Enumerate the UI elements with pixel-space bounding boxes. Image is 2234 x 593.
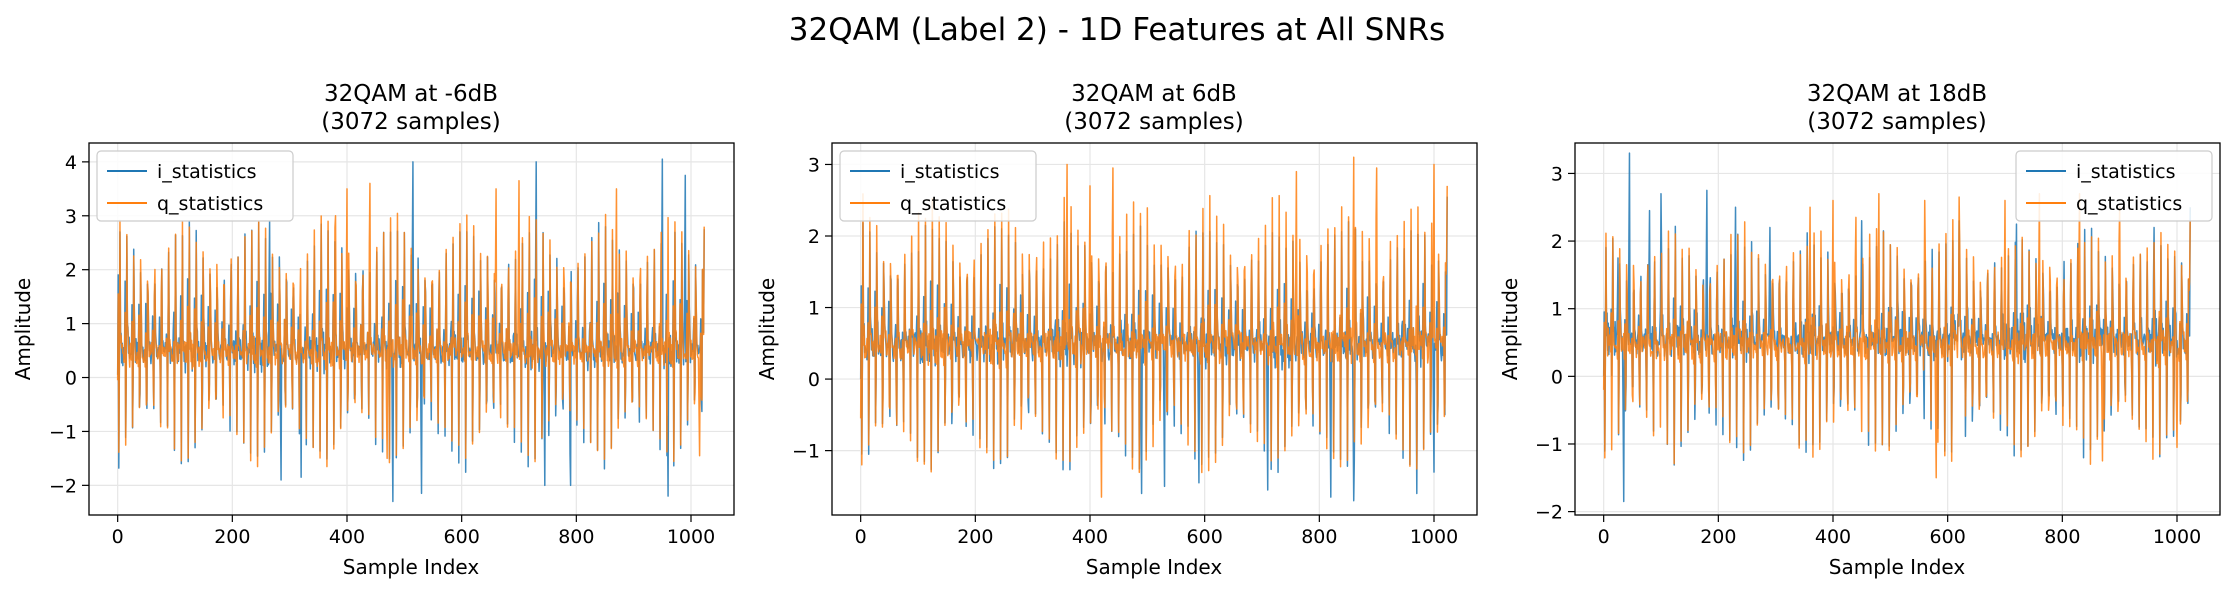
subplot-1-series-q-statistics-line — [116, 179, 705, 468]
subplot-2-xtick-label: 400 — [1072, 526, 1108, 548]
subplot-3-axes-frame — [1574, 142, 2221, 516]
subplot-2-ytick-label: 2 — [808, 226, 820, 248]
subplot-3-title-line1: 32QAM at 18dB — [1807, 81, 1987, 107]
subplot-3-xtick-label: 1000 — [2153, 526, 2201, 548]
subplot-1-legend-label-i-statistics: i_statistics — [157, 161, 256, 183]
subplot-3-ytick-label: 1 — [1551, 299, 1563, 321]
subplot-3-ytick-label: 2 — [1551, 231, 1563, 253]
subplot-3-ytick-label: 3 — [1551, 163, 1563, 185]
figure-suptitle: 32QAM (Label 2) - 1D Features at All SNR… — [789, 12, 1445, 48]
subplot-3-xtick-label: 0 — [1598, 526, 1610, 548]
subplot-3-title-line2: (3072 samples) — [1807, 109, 1986, 135]
subplot-3-series-q-statistics-line — [1602, 192, 2191, 479]
subplot-2-xtick-label: 200 — [957, 526, 993, 548]
subplot-2-xtick-label: 1000 — [1410, 526, 1458, 548]
subplot-1-xlabel: Sample Index — [343, 555, 480, 579]
subplot-2: 32QAM at 6dB (3072 samples) Sample Index… — [755, 81, 1478, 579]
subplot-3-ytick-label: −2 — [1535, 502, 1563, 524]
subplot-1-ytick-label: 2 — [65, 260, 77, 282]
subplot-2-xtick-label: 800 — [1301, 526, 1337, 548]
subplot-2-ytick-label: −1 — [792, 441, 820, 463]
subplot-1-xtick-label: 400 — [329, 526, 365, 548]
subplot-3-xtick-label: 400 — [1815, 526, 1851, 548]
subplot-1-xtick-label: 600 — [444, 526, 480, 548]
subplot-2-ytick-label: 1 — [808, 298, 820, 320]
subplot-1-title-line1: 32QAM at -6dB — [324, 81, 498, 107]
subplot-2-xtick-label: 0 — [855, 526, 867, 548]
subplot-2-legend: i_statistics q_statistics — [839, 150, 1037, 222]
subplot-1-ytick-label: 3 — [65, 206, 77, 228]
subplot-2-legend-label-i-statistics: i_statistics — [900, 161, 999, 183]
subplot-1-xtick-label: 800 — [558, 526, 594, 548]
subplot-2-xlabel: Sample Index — [1086, 555, 1223, 579]
subplot-3-xtick-label: 600 — [1930, 526, 1966, 548]
subplot-1-xtick-label: 0 — [112, 526, 124, 548]
subplot-1-title-line2: (3072 samples) — [321, 109, 500, 135]
subplot-2-axes-frame — [831, 142, 1478, 516]
subplot-1-xtick-label: 1000 — [667, 526, 715, 548]
subplot-1-ylabel: Amplitude — [11, 278, 35, 381]
subplot-1-legend: i_statistics q_statistics — [96, 150, 294, 222]
subplot-2-ytick-label: 3 — [808, 154, 820, 176]
subplot-1-ytick-label: −2 — [49, 475, 77, 497]
subplot-3-ylabel: Amplitude — [1498, 278, 1522, 381]
subplot-3-ytick-label: −1 — [1535, 434, 1563, 456]
subplot-3-xtick-label: 200 — [1700, 526, 1736, 548]
subplot-3-xlabel: Sample Index — [1829, 555, 1966, 579]
subplot-1-legend-label-q-statistics: q_statistics — [157, 193, 263, 215]
subplot-3-ytick-label: 0 — [1551, 366, 1563, 388]
subplot-2-ylabel: Amplitude — [755, 278, 779, 381]
subplot-3: 32QAM at 18dB (3072 samples) Sample Inde… — [1498, 81, 2221, 579]
subplot-3-legend: i_statistics q_statistics — [2015, 150, 2213, 222]
subplot-1-xtick-label: 200 — [214, 526, 250, 548]
subplot-2-series-q-statistics-line — [859, 156, 1448, 498]
subplot-1-ytick-label: 0 — [65, 368, 77, 390]
subplot-2-title-line2: (3072 samples) — [1064, 109, 1243, 135]
subplot-3-legend-label-q-statistics: q_statistics — [2076, 193, 2182, 215]
subplot-3-xtick-label: 800 — [2044, 526, 2080, 548]
subplot-1-axes-frame — [88, 142, 735, 516]
subplot-1-ytick-label: 4 — [65, 152, 77, 174]
subplot-3-legend-label-i-statistics: i_statistics — [2076, 161, 2175, 183]
subplot-1-ytick-label: 1 — [65, 314, 77, 336]
subplot-1: 32QAM at -6dB (3072 samples) Sample Inde… — [11, 81, 735, 579]
subplot-2-xtick-label: 600 — [1187, 526, 1223, 548]
subplot-1-ytick-label: −1 — [49, 421, 77, 443]
subplot-2-legend-label-q-statistics: q_statistics — [900, 193, 1006, 215]
subplot-2-ytick-label: 0 — [808, 369, 820, 391]
subplot-2-title-line1: 32QAM at 6dB — [1071, 81, 1237, 107]
